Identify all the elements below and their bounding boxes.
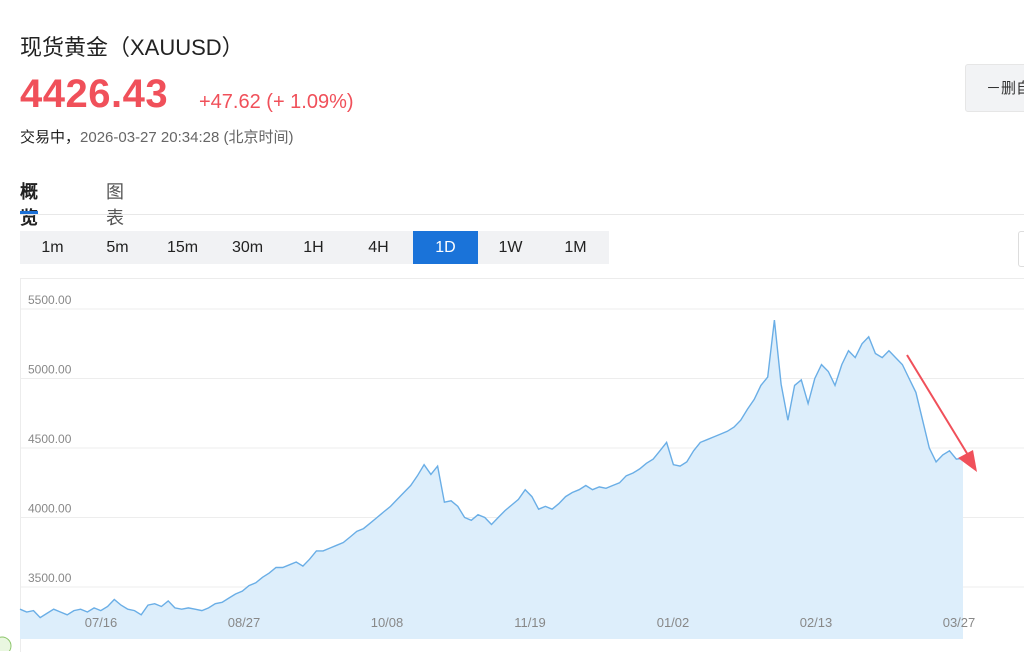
interval-30m[interactable]: 30m: [231, 239, 264, 256]
current-price: 4426.43: [20, 72, 169, 116]
tab-chart[interactable]: 图表: [106, 182, 124, 228]
interval-5m[interactable]: 5m: [106, 239, 129, 256]
y-tick-label: 5000.00: [28, 363, 72, 377]
x-tick-label: 03/27: [943, 615, 976, 630]
interval-1w[interactable]: 1W: [498, 239, 523, 256]
tab-divider: [20, 214, 1024, 215]
tab-overview[interactable]: 概览: [20, 178, 38, 230]
price-line: [19, 320, 964, 619]
y-tick-label: 3500.00: [28, 571, 72, 585]
x-tick-label: 11/19: [514, 615, 546, 630]
interval-selector: 1m 5m 15m 30m 1H 4H 1D 1W 1M: [20, 231, 609, 264]
chart-panel: [20, 278, 1024, 652]
interval-15m[interactable]: 15m: [166, 239, 199, 256]
side-action-button[interactable]: －删自: [965, 64, 1024, 112]
y-tick-label: 5500.00: [28, 293, 72, 307]
price-change: +47.62 (+ 1.09%): [199, 91, 354, 113]
corner-indicator: [0, 636, 12, 651]
x-tick-label: 08/27: [228, 615, 261, 630]
interval-1d[interactable]: 1D: [413, 231, 478, 264]
x-tick-label: 07/16: [85, 615, 118, 630]
interval-1m[interactable]: 1m: [41, 239, 64, 256]
instrument-title: 现货黄金（XAUUSD）: [20, 35, 244, 60]
timestamp: 2026-03-27 20:34:28 (北京时间): [80, 129, 294, 146]
y-tick-label: 4500.00: [28, 432, 72, 446]
annotation-arrow-line: [906, 354, 969, 456]
x-tick-label: 02/13: [800, 615, 833, 630]
interval-4h[interactable]: 4H: [368, 239, 389, 256]
trading-status: 交易中，2026-03-27 20:34:28 (北京时间): [20, 126, 293, 147]
status-prefix: 交易中，: [20, 129, 81, 146]
price-area: [20, 320, 963, 639]
side-control[interactable]: [1018, 231, 1024, 267]
interval-1h[interactable]: 1H: [303, 239, 324, 256]
annotation-arrow-head: [958, 450, 977, 472]
interval-1mo[interactable]: 1M: [564, 239, 587, 256]
x-tick-label: 01/02: [657, 615, 690, 630]
x-tick-label: 10/08: [371, 615, 404, 630]
y-tick-label: 4000.00: [28, 502, 72, 516]
